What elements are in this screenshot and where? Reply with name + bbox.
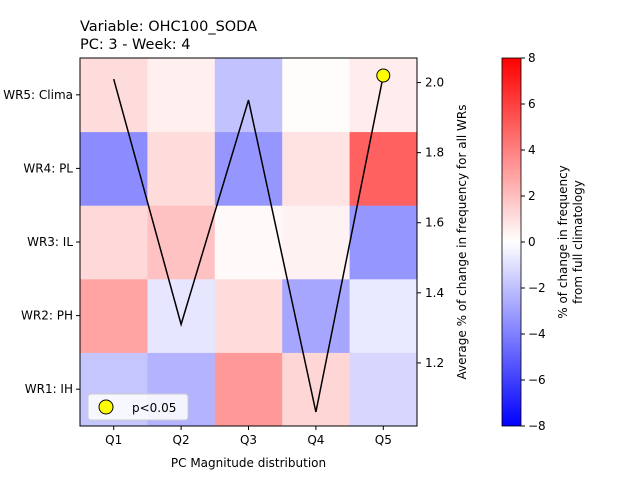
colorbar-tick-label: 8: [528, 51, 536, 65]
heatmap-cell: [147, 278, 216, 353]
colorbar-ticks: −8 −6 −4 −2 0 2 4 6 8: [521, 51, 546, 433]
colorbar-tick-label: −4: [528, 327, 546, 341]
legend-box: [87, 393, 189, 421]
colorbar-tick-label: −6: [528, 373, 546, 387]
x-tick-label: Q5: [375, 433, 392, 447]
heatmap-cell: [214, 352, 283, 427]
heatmap-cell: [349, 278, 418, 353]
y-tick-label: WR2: PH: [21, 309, 73, 323]
colorbar-tick-label: 0: [528, 235, 536, 249]
y-tick-label: WR5: Clima: [3, 88, 73, 102]
heatmap-cell: [349, 205, 418, 280]
heatmap-cell: [147, 58, 216, 133]
heatmap-cell: [349, 352, 418, 427]
right-tick-label: 2.0: [425, 76, 444, 90]
legend: p<0.05: [87, 393, 189, 421]
heatmap-cell: [80, 205, 148, 280]
average-change-line: [112, 75, 385, 413]
y-tick-label: WR4: PL: [23, 161, 73, 175]
legend-label: p<0.05: [132, 401, 176, 415]
colorbar-tick-label: −8: [528, 419, 546, 433]
x-tick-label: Q4: [307, 433, 324, 447]
heatmap-cell: [214, 278, 283, 353]
heatmap-cell: [214, 58, 283, 133]
colorbar-label-line1: % of change in frequency: [556, 165, 570, 319]
heatmap-cell: [282, 352, 351, 427]
right-axis-ticks: 1.2 1.4 1.6 1.8 2.0: [417, 76, 444, 370]
right-tick-label: 1.6: [425, 216, 444, 230]
colorbar-label-line2: from full climatology: [571, 180, 585, 304]
colorbar-tick-label: 2: [528, 189, 536, 203]
right-tick-label: 1.2: [425, 356, 444, 370]
x-tick-label: Q1: [105, 433, 122, 447]
colorbar-tick-label: −2: [528, 281, 546, 295]
significance-marker: [376, 68, 391, 83]
right-tick-label: 1.8: [425, 146, 444, 160]
line-series: [112, 75, 385, 413]
y-axis-ticks: WR1: IH WR2: PH WR3: IL WR4: PL WR5: Clima: [3, 88, 80, 396]
x-tick-label: Q3: [240, 433, 257, 447]
right-axis-label: Average % of change in frequency for all…: [455, 104, 469, 379]
legend-marker: [98, 399, 114, 415]
heatmap-cell: [214, 205, 283, 280]
chart-title-line1: Variable: OHC100_SODA: [80, 19, 257, 35]
significance-markers: [376, 68, 391, 83]
y-tick-label: WR1: IH: [25, 382, 73, 396]
colorbar-tick-label: 6: [528, 97, 536, 111]
chart-title-line2: PC: 3 - Week: 4: [80, 37, 191, 53]
heatmap-cell: [282, 58, 351, 133]
heatmap-cell: [214, 131, 283, 206]
y-tick-label: WR3: IL: [27, 235, 73, 249]
heatmap-cell: [80, 131, 148, 206]
heatmap-cells: [80, 58, 418, 427]
heatmap-cell: [282, 205, 351, 280]
heatmap-cell: [282, 278, 351, 353]
heatmap-cell: [282, 131, 351, 206]
right-tick-label: 1.4: [425, 286, 444, 300]
heatmap-cell: [80, 278, 148, 353]
heatmap-cell: [349, 131, 418, 206]
x-axis-ticks: Q1 Q2 Q3 Q4 Q5: [105, 426, 392, 447]
colorbar: [501, 57, 522, 427]
x-tick-label: Q2: [173, 433, 190, 447]
plot-frame: [79, 57, 418, 427]
heatmap-cell: [80, 58, 148, 133]
colorbar-tick-label: 4: [528, 143, 536, 157]
heatmap-cell: [147, 131, 216, 206]
x-axis-label: PC Magnitude distribution: [171, 456, 326, 470]
